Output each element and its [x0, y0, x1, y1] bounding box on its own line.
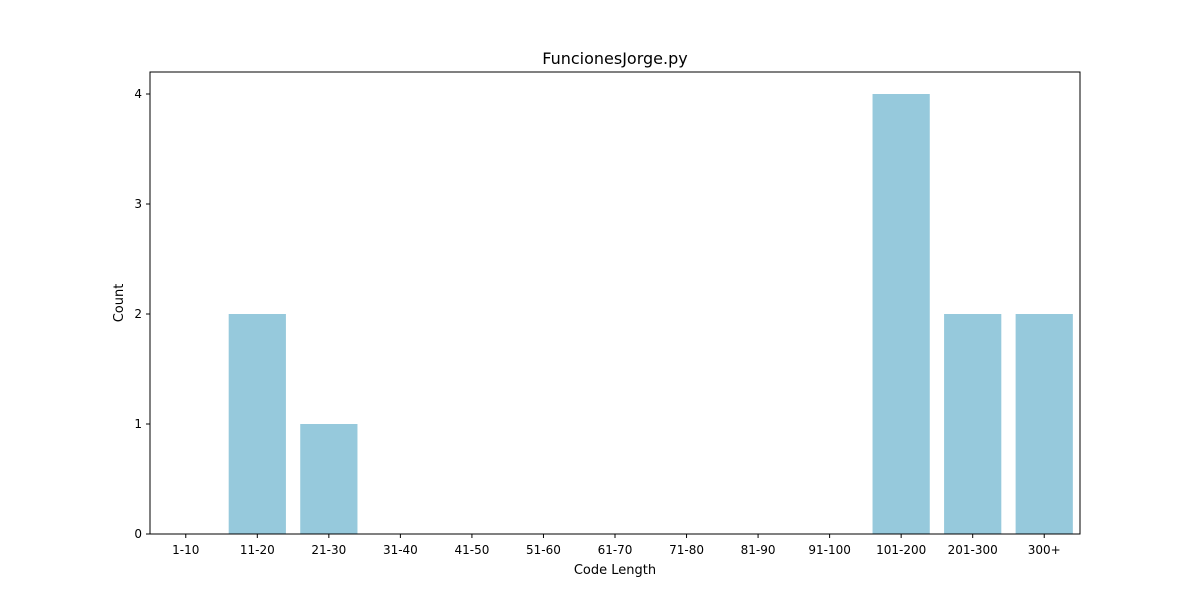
x-axis: 1-10 11-20 21-30 31-40 41-50 51-60 61-70 71-80 8… — [172, 534, 1061, 557]
bar-101-200 — [872, 94, 930, 534]
x-tick-label: 300+ — [1028, 543, 1061, 557]
plot-frame — [149, 71, 1081, 535]
x-tick-label: 81-90 — [741, 543, 776, 557]
x-tick-label: 41-50 — [454, 543, 489, 557]
y-tick-label: 0 — [134, 527, 142, 541]
y-tick-label: 1 — [134, 417, 142, 431]
x-tick-label: 51-60 — [526, 543, 561, 557]
x-tick-label: 201-300 — [948, 543, 998, 557]
x-tick-label: 91-100 — [808, 543, 851, 557]
bar-300+ — [1015, 314, 1073, 534]
x-axis-label: Code Length — [574, 563, 656, 578]
bar-11-20 — [228, 314, 286, 534]
y-axis: 0 1 2 3 4 — [134, 87, 150, 541]
y-axis-label: Count — [112, 284, 127, 323]
x-tick-label: 31-40 — [383, 543, 418, 557]
x-tick-label: 71-80 — [669, 543, 704, 557]
x-tick-label: 101-200 — [876, 543, 926, 557]
y-tick-label: 3 — [134, 197, 142, 211]
x-tick-label: 21-30 — [311, 543, 346, 557]
y-tick-label: 2 — [134, 307, 142, 321]
x-tick-label: 1-10 — [172, 543, 199, 557]
bar-21-30 — [300, 424, 358, 534]
bars-layer — [228, 94, 1073, 534]
chart-title: FuncionesJorge.py — [542, 49, 687, 68]
bar-201-300 — [944, 314, 1002, 534]
x-tick-label: 11-20 — [240, 543, 275, 557]
y-tick-label: 4 — [134, 87, 142, 101]
x-tick-label: 61-70 — [598, 543, 633, 557]
